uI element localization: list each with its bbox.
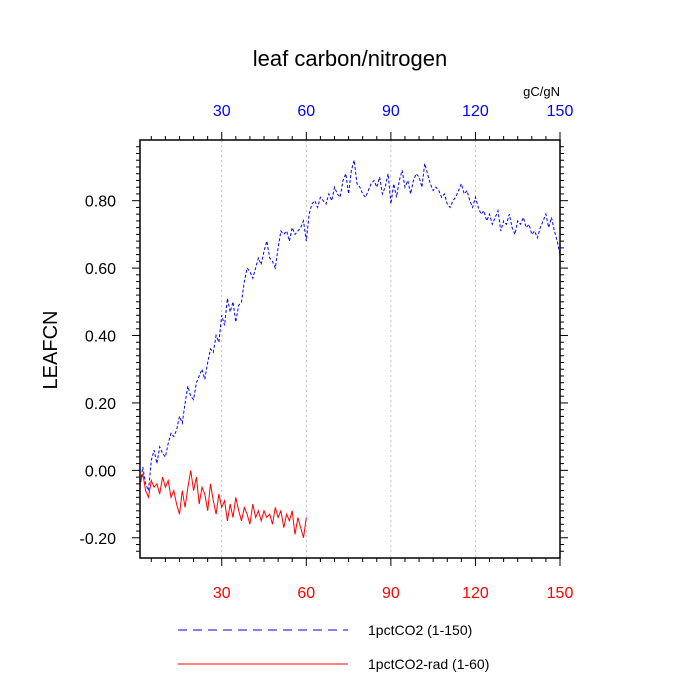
y-axis-label: LEAFCN <box>40 311 62 390</box>
y-tick-label: -0.20 <box>80 531 117 548</box>
y-tick-label: 0.40 <box>85 329 116 346</box>
y-tick-label: 0.60 <box>85 261 116 278</box>
y-tick-label: 0.00 <box>85 463 116 480</box>
legend: 1pctCO2 (1-150) 1pctCO2-rad (1-60) <box>178 622 489 672</box>
y-tick-label: 0.20 <box>85 396 116 413</box>
x-tick-label-bottom: 120 <box>462 585 489 602</box>
x-tick-label-top: 60 <box>297 103 315 120</box>
x-tick-label-bottom: 30 <box>213 585 231 602</box>
x-tick-label-bottom: 60 <box>297 585 315 602</box>
x-tick-label-bottom: 90 <box>382 585 400 602</box>
x-tick-label-top: 120 <box>462 103 489 120</box>
x-tick-label-bottom: 150 <box>547 585 574 602</box>
legend-label-1pctco2-rad: 1pctCO2-rad (1-60) <box>368 656 489 672</box>
tick-labels: -0.20 0.00 0.20 0.40 0.60 0.80 30 30 60 60 90 90 120… <box>80 103 574 602</box>
x-tick-label-top: 30 <box>213 103 231 120</box>
plot-frame <box>139 139 561 559</box>
legend-label-1pctco2: 1pctCO2 (1-150) <box>368 622 472 638</box>
x-tick-label-top: 90 <box>382 103 400 120</box>
axis-ticks <box>132 132 568 566</box>
series-layer <box>139 160 561 538</box>
units-label: gC/gN <box>523 84 560 99</box>
y-tick-label: 0.80 <box>85 194 116 211</box>
chart-title: leaf carbon/nitrogen <box>253 46 447 71</box>
x-tick-label-top: 150 <box>547 103 574 120</box>
series-line-1 <box>139 470 307 538</box>
series-line-0 <box>139 160 561 491</box>
x-gridlines <box>221 140 476 558</box>
